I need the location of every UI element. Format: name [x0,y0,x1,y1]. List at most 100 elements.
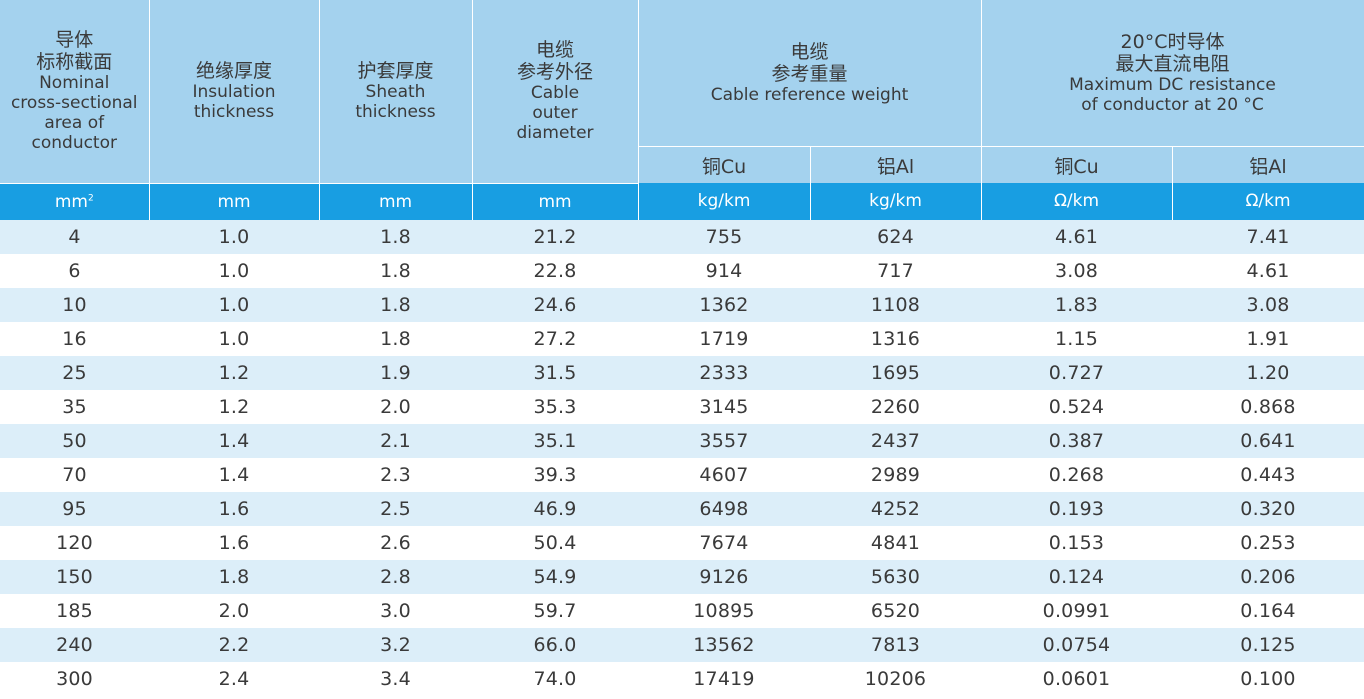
table-row: 300 2.4 3.4 74.0 17419 10206 0.0601 0.100 [0,661,1364,696]
cell-weight-al: 2260 [810,389,981,424]
cell-res-al: 1.91 [1172,321,1364,356]
unit-insulation: mm [149,183,320,220]
cell-weight-al: 1695 [810,355,981,390]
cell-weight-al: 4841 [810,525,981,560]
table-row: 240 2.2 3.2 66.0 13562 7813 0.0754 0.125 [0,627,1364,662]
header-resistance-en: Maximum DC resistance of conductor at 20… [1069,75,1276,115]
cell-res-al: 0.443 [1172,457,1364,492]
header-size-zh: 导体 标称截面 [36,29,113,74]
cell-weight-cu: 6498 [638,491,810,526]
cell-sheath: 1.8 [319,253,472,288]
cell-insulation: 1.6 [149,525,319,560]
header-sheath-zh: 护套厚度 [357,60,434,83]
cell-diameter: 35.1 [472,423,638,458]
cell-res-al: 7.41 [1172,219,1364,254]
cell-weight-al: 1108 [810,287,981,322]
cell-sheath: 1.8 [319,219,472,254]
cell-weight-cu: 755 [638,219,810,254]
subheader-row: 铜Cu 铝Al 铜Cu 铝Al [0,146,1364,183]
cell-sheath: 3.4 [319,661,472,696]
cell-weight-al: 624 [810,219,981,254]
cell-insulation: 1.6 [149,491,319,526]
cell-insulation: 2.2 [149,627,319,662]
unit-row: mm2 mm mm mm kg/km kg/km Ω/km Ω/km [0,183,1364,220]
cell-res-cu: 0.0754 [981,627,1172,662]
header-size: 导体 标称截面 Nominal cross-sectional area of … [0,0,150,184]
cell-res-al: 0.253 [1172,525,1364,560]
header-row: 导体 标称截面 Nominal cross-sectional area of … [0,0,1364,184]
cell-insulation: 2.0 [149,593,319,628]
cell-res-cu: 4.61 [981,219,1172,254]
cell-weight-al: 5630 [810,559,981,594]
cell-weight-al: 4252 [810,491,981,526]
table-row: 150 1.8 2.8 54.9 9126 5630 0.124 0.206 [0,559,1364,594]
cell-res-cu: 0.727 [981,355,1172,390]
cell-insulation: 1.0 [149,287,319,322]
cell-insulation: 1.4 [149,423,319,458]
unit-diameter: mm [472,183,639,220]
header-weight-zh: 电缆 参考重量 [771,41,848,85]
cell-res-al: 0.100 [1172,661,1364,696]
cell-diameter: 22.8 [472,253,638,288]
table-row: 185 2.0 3.0 59.7 10895 6520 0.0991 0.164 [0,593,1364,628]
cell-sheath: 2.8 [319,559,472,594]
cell-weight-cu: 13562 [638,627,810,662]
cell-sheath: 2.0 [319,389,472,424]
cell-size: 95 [0,491,149,526]
header-insulation-zh: 绝缘厚度 [195,60,272,83]
cell-weight-cu: 7674 [638,525,810,560]
cell-insulation: 1.0 [149,321,319,356]
cell-weight-cu: 4607 [638,457,810,492]
cell-insulation: 1.2 [149,355,319,390]
cell-res-cu: 0.124 [981,559,1172,594]
header-weight: 电缆 参考重量 Cable reference weight [638,0,982,147]
cell-insulation: 1.8 [149,559,319,594]
header-sheath-en: Sheath thickness [355,82,436,123]
table-row: 35 1.2 2.0 35.3 3145 2260 0.524 0.868 [0,389,1364,424]
cell-insulation: 1.2 [149,389,319,424]
table-row: 120 1.6 2.6 50.4 7674 4841 0.153 0.253 [0,525,1364,560]
cell-res-al: 0.320 [1172,491,1364,526]
cell-res-cu: 0.0601 [981,661,1172,696]
cell-diameter: 39.3 [472,457,638,492]
cell-diameter: 21.2 [472,219,638,254]
header-weight-en: Cable reference weight [710,85,909,105]
cell-diameter: 24.6 [472,287,638,322]
table-row: 50 1.4 2.1 35.1 3557 2437 0.387 0.641 [0,423,1364,458]
cell-diameter: 54.9 [472,559,638,594]
cell-size: 25 [0,355,149,390]
cell-res-cu: 0.387 [981,423,1172,458]
table-row: 4 1.0 1.8 21.2 755 624 4.61 7.41 [0,219,1364,254]
header-diameter-zh: 电缆 参考外径 [516,39,593,84]
cell-weight-cu: 17419 [638,661,810,696]
cell-size: 150 [0,559,149,594]
cell-res-cu: 1.15 [981,321,1172,356]
cell-diameter: 27.2 [472,321,638,356]
cell-size: 300 [0,661,149,696]
subheader-weight-cu: 铜Cu [638,146,811,183]
cell-res-cu: 0.153 [981,525,1172,560]
cell-weight-cu: 10895 [638,593,810,628]
header-insulation: 绝缘厚度 Insulation thickness [149,0,320,184]
cell-sheath: 1.9 [319,355,472,390]
cell-insulation: 1.0 [149,219,319,254]
cell-diameter: 31.5 [472,355,638,390]
cell-size: 120 [0,525,149,560]
unit-size-sup: 2 [87,192,94,203]
cell-sheath: 2.6 [319,525,472,560]
cell-diameter: 74.0 [472,661,638,696]
cell-res-al: 3.08 [1172,287,1364,322]
cell-res-cu: 0.193 [981,491,1172,526]
cell-size: 50 [0,423,149,458]
cell-weight-cu: 2333 [638,355,810,390]
subheader-weight-al: 铝Al [810,146,982,183]
unit-weight-al: kg/km [810,183,982,220]
cell-weight-cu: 914 [638,253,810,288]
cell-diameter: 50.4 [472,525,638,560]
cell-sheath: 2.1 [319,423,472,458]
header-diameter-en: Cable outer diameter [516,83,594,144]
cell-res-al: 1.20 [1172,355,1364,390]
header-insulation-en: Insulation thickness [192,82,276,123]
cell-size: 10 [0,287,149,322]
